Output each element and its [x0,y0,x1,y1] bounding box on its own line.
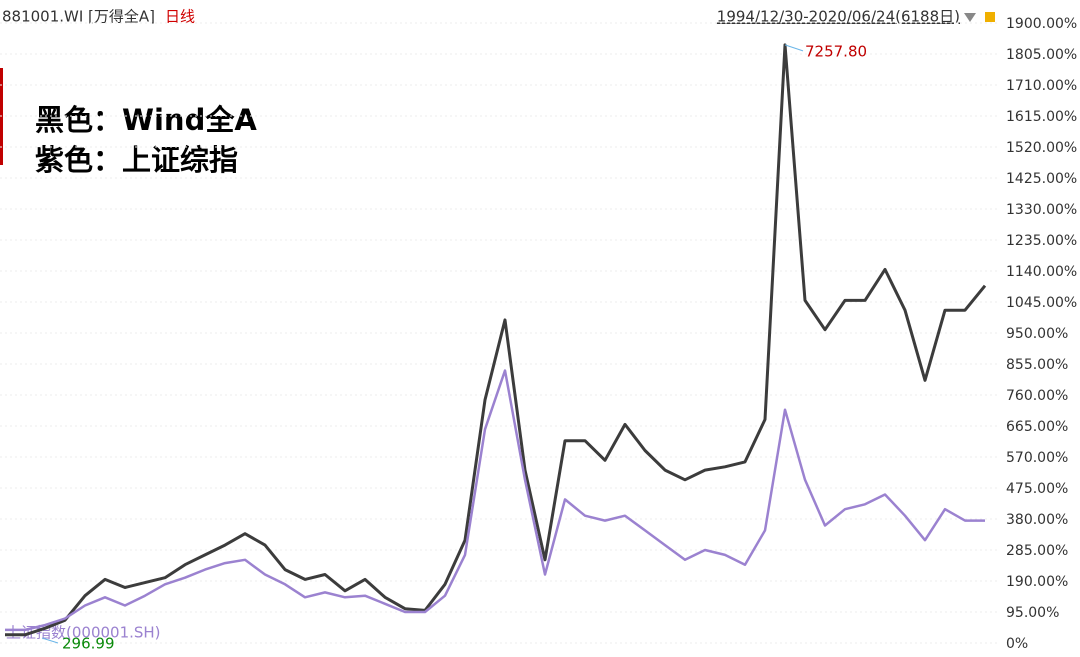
series-line [5,43,987,637]
y-tick-label: 285.00% [1006,543,1068,559]
note: 紫色：上证综指 [35,143,238,177]
y-tick-label: 1045.00% [1006,295,1077,311]
y-tick-label: 760.00% [1006,388,1068,404]
symbol: 881001.WI [万得全A] [2,8,155,26]
y-tick-label: 0% [1006,636,1028,652]
y-tick-label: 1235.00% [1006,233,1077,249]
max-pointer [784,44,804,52]
y-tick-label: 665.00% [1006,419,1068,435]
y-tick-label: 1710.00% [1006,78,1077,94]
min-pointer [41,637,59,644]
y-tick-label: 1330.00% [1006,202,1077,218]
period: 日线 [165,8,195,26]
y-tick-label: 380.00% [1006,512,1068,528]
dropdown-icon[interactable] [964,13,976,22]
y-tick-label: 1140.00% [1006,264,1077,280]
min-label: 296.99 [62,635,115,653]
series-line [5,369,985,632]
y-tick-label: 1425.00% [1006,171,1077,187]
y-tick-label: 475.00% [1006,481,1068,497]
date-range[interactable]: 1994/12/30-2020/06/24(6188日) [717,8,960,26]
y-tick-label: 190.00% [1006,574,1068,590]
lock-icon [985,12,995,22]
y-tick-label: 855.00% [1006,357,1068,373]
y-tick-label: 950.00% [1006,326,1068,342]
y-tick-label: 1615.00% [1006,109,1077,125]
note: 黑色：Wind全A [35,103,257,137]
y-tick-label: 1805.00% [1006,47,1077,63]
y-tick-label: 1900.00% [1006,16,1077,32]
y-tick-label: 95.00% [1006,605,1059,621]
y-tick-label: 570.00% [1006,450,1068,466]
max-label: 7257.80 [805,42,867,60]
y-tick-label: 1520.00% [1006,140,1077,156]
